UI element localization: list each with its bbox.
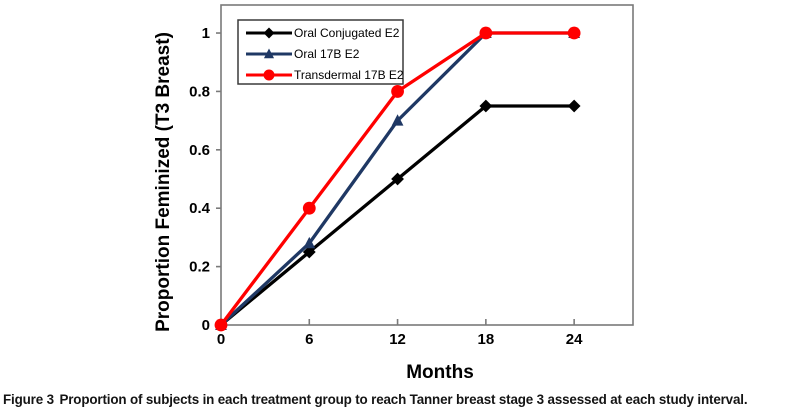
circle-marker <box>302 201 316 215</box>
y-axis-tick-label: 0 <box>202 317 210 334</box>
triangle-marker <box>263 48 275 59</box>
figure-caption-label: Figure 3 <box>3 392 54 407</box>
y-axis-title: Proportion Feminized (T3 Breast) <box>153 32 174 332</box>
chart-svg: 0 0.2 0.4 0.6 0.8 1 0 6 12 18 24 Oral Conjugated E2… <box>153 4 634 383</box>
legend-label: Transdermal 17B E2 <box>294 68 404 82</box>
legend: Oral Conjugated E2 Oral 17B E2 Transdermal… <box>237 19 404 85</box>
diamond-marker <box>263 27 275 39</box>
figure-caption-body: Proportion of subjects in each treatment… <box>59 392 748 407</box>
diamond-marker <box>567 99 581 113</box>
y-axis-tick-label: 0.2 <box>189 259 210 276</box>
chart-area: 0 0.2 0.4 0.6 0.8 1 0 6 12 18 24 Oral Conjugated E2… <box>153 4 634 383</box>
circle-marker <box>214 318 228 332</box>
x-axis-tick-label: 18 <box>478 331 495 348</box>
y-axis-tick-label: 0.4 <box>189 200 211 217</box>
x-axis-tick-label: 12 <box>389 331 406 348</box>
x-axis-tick-label: 6 <box>305 331 313 348</box>
circle-marker <box>263 69 275 81</box>
circle-marker <box>567 26 581 40</box>
triangle-marker <box>303 236 316 249</box>
y-axis-tick-label: 0.8 <box>189 83 210 100</box>
series-transdermal-17b-e2 <box>214 26 581 332</box>
x-axis-tick-label: 24 <box>566 331 583 348</box>
x-axis-tick-label: 0 <box>217 331 225 348</box>
legend-label: Oral 17B E2 <box>294 47 360 61</box>
legend-entry-transdermal-17b-e2: Transdermal 17B E2 <box>246 68 404 82</box>
circle-marker <box>391 85 404 98</box>
diamond-marker <box>391 172 404 186</box>
chart-generated: 0 0.2 0.4 0.6 0.8 1 0 6 12 18 24 Oral Conjugated E2… <box>189 4 634 348</box>
legend-label: Oral Conjugated E2 <box>294 26 400 40</box>
triangle-marker <box>391 114 404 126</box>
legend-entry-oral-17b-e2: Oral 17B E2 <box>246 47 360 61</box>
circle-marker <box>479 26 493 40</box>
y-axis-tick-label: 0.6 <box>189 142 210 159</box>
y-axis-tick-label: 1 <box>202 25 210 42</box>
diamond-marker <box>302 245 316 259</box>
legend-entry-oral-conjugated-e2: Oral Conjugated E2 <box>246 26 400 40</box>
x-axis-title: Months <box>406 362 474 383</box>
figure-caption: Figure 3 Proportion of subjects in each … <box>3 392 793 407</box>
diamond-marker <box>479 99 493 113</box>
